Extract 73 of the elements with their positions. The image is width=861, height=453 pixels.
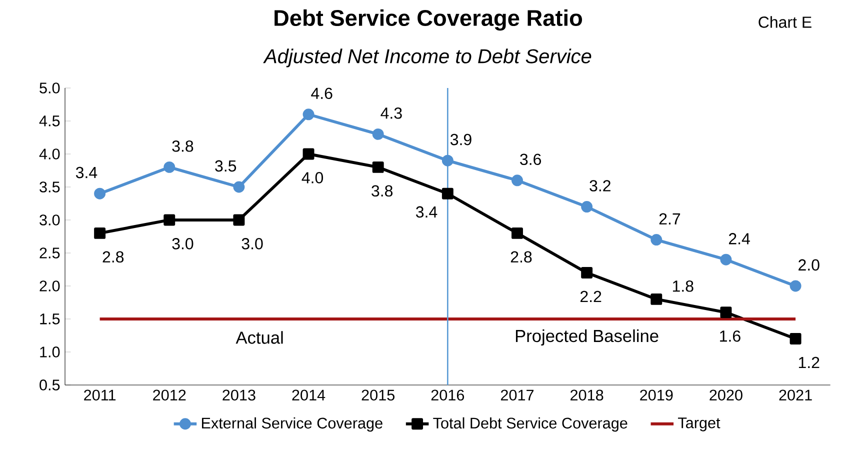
x-tick-label: 2017 [500, 390, 534, 401]
data-label: 4.6 [311, 88, 332, 100]
point [790, 333, 802, 345]
y-tick-label: 1.5 [40, 314, 60, 324]
x-tick-label: 2019 [640, 390, 673, 401]
y-tick-label: 2.0 [40, 280, 60, 292]
annotation: Actual [236, 331, 283, 344]
point [302, 148, 314, 160]
data-label: 1.6 [720, 330, 740, 342]
y-tick-label: 0.5 [40, 380, 60, 390]
point [790, 280, 802, 292]
data-label: 2.2 [580, 290, 602, 302]
y-tick-label: 1.0 [40, 346, 60, 358]
point [512, 227, 523, 239]
data-label: 2.8 [510, 251, 532, 263]
y-tick-label: 3.5 [40, 182, 60, 192]
data-label: 3.8 [172, 140, 194, 152]
legend-label: Total Debt Service Coverage [433, 417, 628, 432]
y-tick-label: 4.5 [39, 116, 60, 126]
x-tick-label: 2013 [222, 390, 256, 401]
point [164, 214, 176, 226]
x-tick-label: 2016 [431, 390, 464, 401]
legend-label: External Service Coverage [202, 417, 382, 432]
data-label: 2.8 [102, 251, 124, 263]
data-label: 4.3 [380, 107, 402, 119]
point [94, 188, 106, 200]
data-label: 3.8 [372, 185, 393, 197]
data-label: 3.4 [76, 166, 98, 178]
data-label: 2.7 [659, 213, 680, 224]
point [442, 154, 454, 166]
point [720, 254, 732, 266]
point [512, 174, 523, 186]
annotation: Projected Baseline [516, 329, 658, 346]
chart-title: Debt Service Coverage Ratio [274, 9, 582, 31]
point [94, 227, 106, 239]
y-tick-label: 3.0 [40, 214, 60, 226]
data-label: 3.5 [215, 160, 236, 172]
x-tick-label: 2015 [362, 390, 394, 401]
data-label: 3.9 [450, 134, 472, 146]
data-label: 3.0 [172, 238, 194, 250]
data-label: 2.0 [798, 259, 820, 271]
data-label: 3.6 [520, 154, 541, 166]
point [442, 188, 454, 200]
y-tick-label: 4.0 [39, 148, 60, 160]
data-label: 1.2 [798, 356, 820, 368]
point [581, 267, 593, 279]
x-tick-label: 2012 [153, 390, 186, 401]
x-tick-label: 2011 [84, 390, 116, 401]
point [233, 214, 245, 226]
point [720, 306, 732, 318]
x-tick-label: 2020 [710, 390, 742, 401]
y-tick-label: 2.5 [40, 248, 60, 258]
data-label: 3.2 [590, 180, 610, 192]
x-tick-label: 2018 [570, 390, 604, 401]
x-tick-label: 2021 [779, 390, 812, 401]
data-label: 4.0 [302, 172, 324, 184]
y-tick-label: 5.0 [40, 82, 60, 94]
point [302, 108, 314, 120]
text: Chart E [758, 16, 812, 28]
point [650, 234, 662, 246]
point [650, 293, 662, 305]
data-label: 1.8 [672, 280, 694, 292]
point [372, 128, 384, 140]
point [164, 161, 176, 173]
data-label: 2.4 [728, 233, 750, 244]
data-label: 3.0 [242, 238, 263, 250]
x-tick-label: 2014 [292, 390, 326, 401]
data-label: 3.4 [416, 206, 438, 218]
point [581, 201, 593, 213]
point [233, 181, 245, 193]
point [372, 161, 384, 173]
legend-label: Target [678, 418, 720, 432]
chart-subtitle: Adjusted Net Income to Debt Service [263, 48, 592, 68]
